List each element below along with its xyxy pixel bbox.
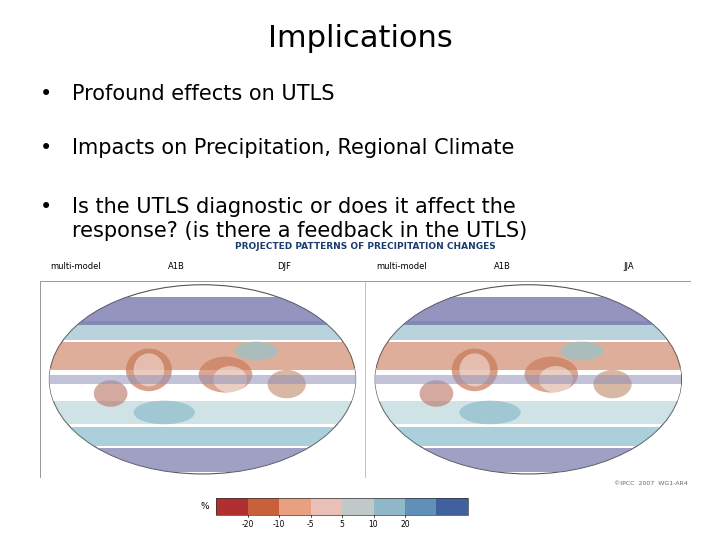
Bar [50,375,356,384]
Bar [50,341,356,370]
Ellipse shape [539,366,572,393]
Bar [375,427,681,446]
Ellipse shape [199,356,252,393]
Bar [342,498,374,515]
Text: Impacts on Precipitation, Regional Climate: Impacts on Precipitation, Regional Clima… [72,138,514,158]
Ellipse shape [459,353,490,387]
Text: A1B: A1B [494,262,511,271]
Bar [216,498,248,515]
Text: 5: 5 [340,519,344,529]
Bar [375,401,681,424]
Text: Implications: Implications [268,24,452,53]
Bar [310,498,342,515]
Ellipse shape [593,370,631,399]
Ellipse shape [235,341,277,360]
Text: -20: -20 [241,519,253,529]
Text: -5: -5 [307,519,315,529]
Bar [248,498,279,515]
Ellipse shape [134,353,164,387]
Ellipse shape [134,401,195,424]
Bar [50,427,356,446]
Bar [436,498,468,515]
Text: •: • [40,84,52,104]
Text: 10: 10 [369,519,378,529]
Bar [50,321,356,340]
Ellipse shape [524,356,578,393]
Bar [374,498,405,515]
Text: JJA: JJA [624,262,634,271]
Ellipse shape [459,401,521,424]
Bar [375,321,681,340]
Ellipse shape [126,349,172,391]
Bar [405,498,436,515]
Text: Profound effects on UTLS: Profound effects on UTLS [72,84,335,104]
Bar [375,448,681,471]
Text: 20: 20 [400,519,410,529]
Bar [50,368,356,401]
Text: A1B: A1B [168,262,185,271]
Text: multi-model: multi-model [377,262,427,271]
Bar [279,498,310,515]
Text: •: • [40,138,52,158]
Ellipse shape [268,370,306,399]
Text: -10: -10 [273,519,285,529]
Text: ©IPCC  2007  WG1-AR4: ©IPCC 2007 WG1-AR4 [614,481,688,485]
Ellipse shape [451,349,498,391]
Bar [375,341,681,370]
Ellipse shape [94,380,127,407]
Bar [375,368,681,401]
Text: multi-model: multi-model [50,262,101,271]
Bar [375,297,681,326]
Text: •: • [40,197,52,217]
Bar [50,448,356,471]
Bar [50,401,356,424]
Bar [50,297,356,326]
Text: %: % [200,502,209,511]
Text: Is the UTLS diagnostic or does it affect the
response? (is there a feedback in t: Is the UTLS diagnostic or does it affect… [72,197,527,241]
Ellipse shape [420,380,454,407]
Ellipse shape [375,285,681,474]
Bar [375,375,681,384]
Bar [216,498,468,515]
Ellipse shape [213,366,247,393]
Ellipse shape [50,285,356,474]
Text: PROJECTED PATTERNS OF PRECIPITATION CHANGES: PROJECTED PATTERNS OF PRECIPITATION CHAN… [235,242,496,251]
Text: DJF: DJF [277,262,291,271]
Ellipse shape [560,341,603,360]
